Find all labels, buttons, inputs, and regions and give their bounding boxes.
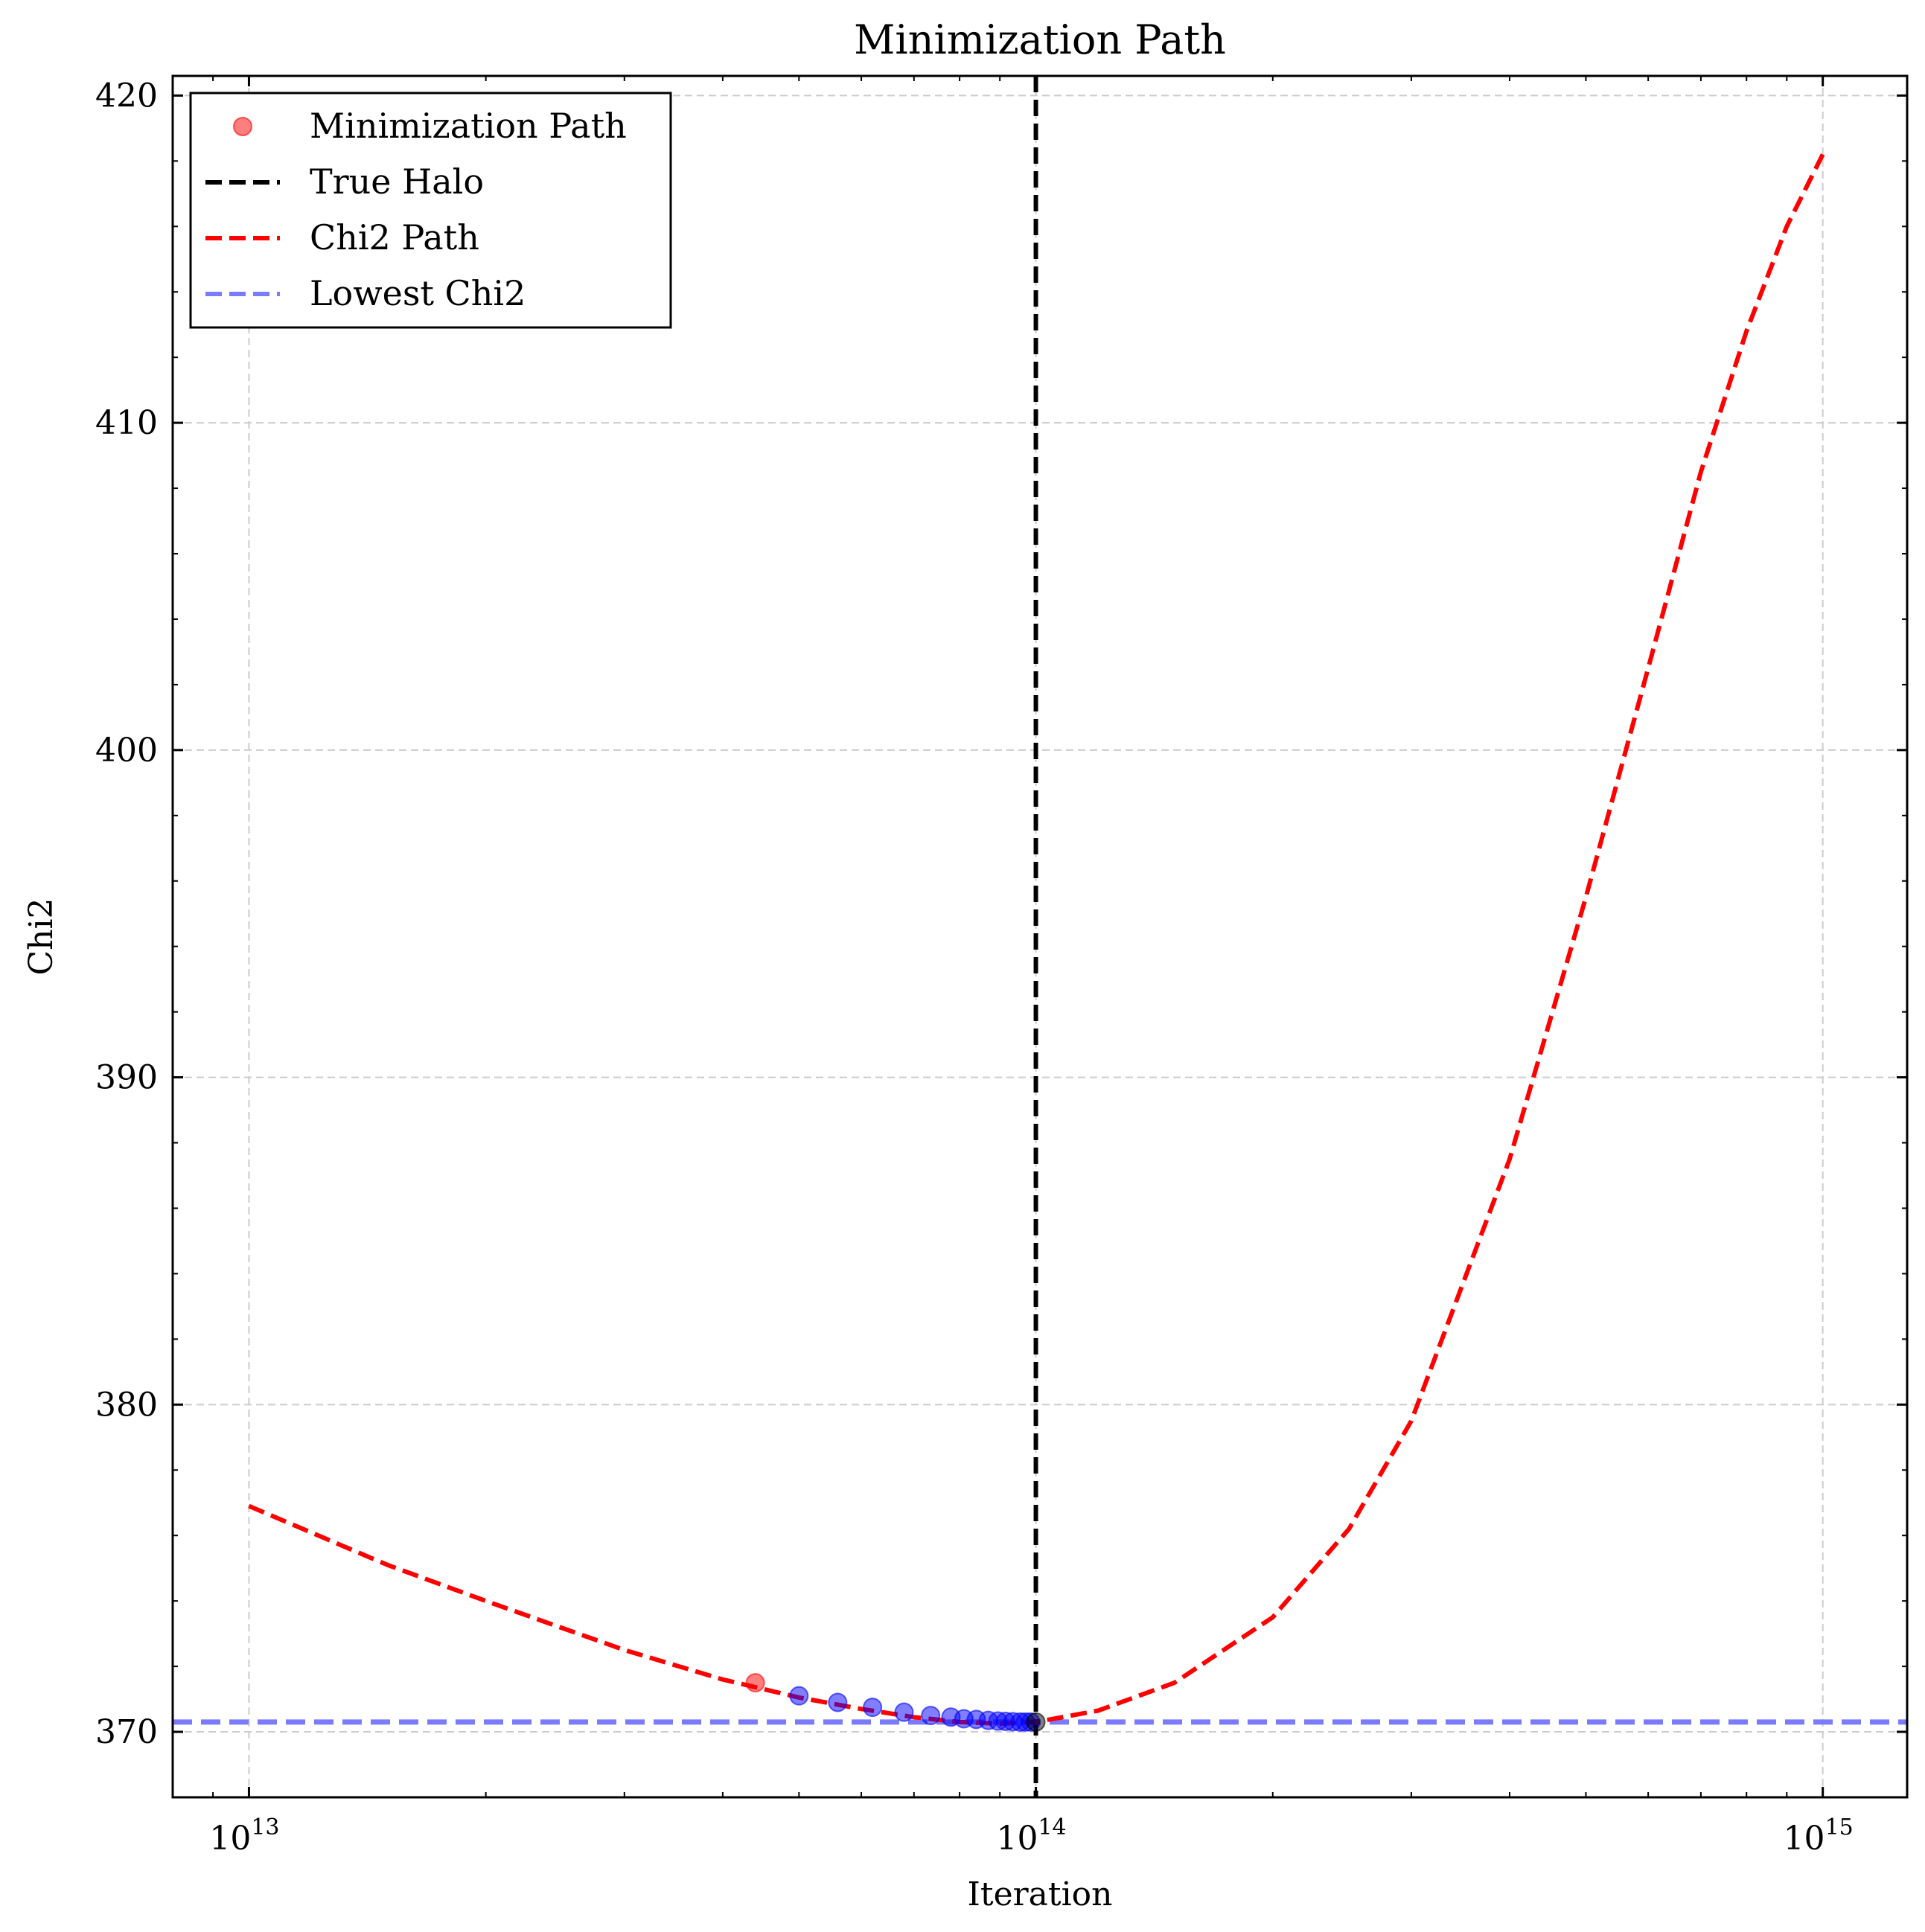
minimization-path-point — [894, 1702, 914, 1722]
legend-entry-true-halo: True Halo — [205, 161, 484, 202]
minimization-points-layer — [745, 1673, 1046, 1732]
chart-title: Minimization Path — [854, 16, 1226, 63]
legend-entry-chi2-path: Chi2 Path — [205, 217, 479, 258]
legend-label: Chi2 Path — [310, 217, 479, 258]
plot-frame — [171, 74, 1909, 1799]
minimization-path-point — [863, 1698, 883, 1718]
y-axis-label: Chi2 — [22, 898, 60, 975]
x-tick-label: 1013 — [209, 1814, 279, 1858]
y-tick-label: 380 — [95, 1386, 158, 1424]
minimization-path-point — [1026, 1712, 1046, 1732]
y-tick-label: 400 — [95, 732, 158, 770]
minimization-path-point — [828, 1692, 848, 1712]
axis-ticks: 370 380 390 400 410 420 1013 1014 1015 — [95, 76, 1907, 1858]
legend-label: Minimization Path — [310, 106, 627, 146]
legend-box — [189, 92, 672, 329]
legend: Minimization Path True Halo Chi2 Path Lowes… — [189, 92, 672, 329]
chi2-path-layer — [248, 153, 1825, 1727]
minimization-path-point — [745, 1673, 765, 1693]
legend-marker — [233, 117, 252, 136]
x-tick-label: 1015 — [1784, 1814, 1854, 1858]
legend-entry-minimization-path: Minimization Path — [233, 106, 627, 146]
x-axis-label: Iteration — [968, 1875, 1113, 1913]
minimization-path-point — [789, 1686, 809, 1706]
y-tick-label: 420 — [95, 77, 158, 115]
legend-label: True Halo — [310, 161, 484, 202]
legend-label: Lowest Chi2 — [310, 273, 526, 313]
y-tick-label: 390 — [95, 1059, 158, 1097]
x-tick-label: 1014 — [996, 1814, 1066, 1858]
legend-entry-lowest-chi2: Lowest Chi2 — [205, 273, 526, 313]
y-tick-label: 410 — [95, 404, 158, 442]
y-tick-label: 370 — [95, 1713, 158, 1751]
minimization-path-point — [921, 1706, 941, 1726]
chi2-path-line — [248, 153, 1825, 1727]
